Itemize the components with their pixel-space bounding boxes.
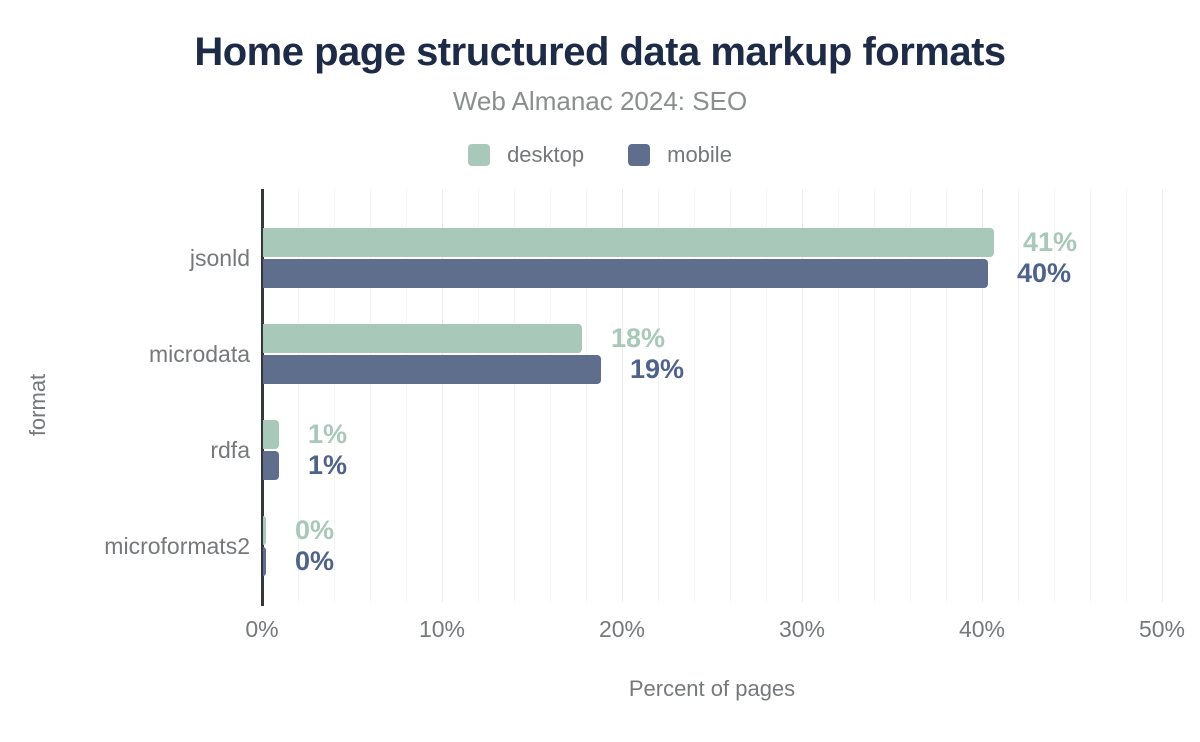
category-label-rdfa: rdfa (210, 437, 250, 463)
category-label-jsonld: jsonld (189, 245, 250, 271)
major-gridline (802, 189, 803, 602)
legend-swatch-mobile-icon (628, 144, 651, 166)
x-axis-title: Percent of pages (628, 676, 796, 701)
x-tick-label-40: 40% (958, 616, 1006, 642)
major-gridline (982, 189, 983, 602)
category-label-microformats2: microformats2 (104, 533, 250, 559)
x-tick-label-30: 30% (778, 616, 826, 642)
legend-swatch-desktop-icon (468, 144, 491, 166)
minor-gridline (1090, 189, 1091, 602)
x-tick-label-10: 10% (418, 616, 466, 642)
value-label-mobile-rdfa: 1% (308, 450, 348, 480)
x-tick-label-0: 0% (245, 616, 279, 642)
y-axis-title: format (25, 373, 50, 437)
legend-item-mobile[interactable]: mobile (628, 142, 732, 168)
minor-gridline (658, 189, 659, 602)
major-gridline (1162, 189, 1163, 602)
minor-gridline (478, 189, 479, 602)
minor-gridline (334, 189, 335, 602)
plot-area: 41% 40% 18% 19% 1% 1% 0% 0% (261, 189, 1163, 606)
chart-subtitle: Web Almanac 2024: SEO (452, 86, 748, 116)
value-label-desktop-microformats2: 0% (295, 515, 335, 545)
major-gridline (442, 189, 443, 602)
bar-mobile-microformats2[interactable] (263, 547, 266, 576)
y-axis-line (261, 189, 264, 606)
legend: desktop mobile (0, 142, 1200, 168)
minor-gridline (406, 189, 407, 602)
minor-gridline (298, 189, 299, 602)
bar-mobile-rdfa[interactable] (263, 451, 279, 480)
chart-title: Home page structured data markup formats (194, 30, 1006, 74)
minor-gridline (910, 189, 911, 602)
value-label-mobile-jsonld: 40% (1017, 258, 1072, 288)
legend-label-mobile: mobile (667, 142, 732, 167)
minor-gridline (370, 189, 371, 602)
minor-gridline (514, 189, 515, 602)
minor-gridline (1054, 189, 1055, 602)
minor-gridline (1126, 189, 1127, 602)
minor-gridline (838, 189, 839, 602)
value-label-mobile-microformats2: 0% (295, 546, 335, 576)
value-label-desktop-rdfa: 1% (308, 419, 348, 449)
value-label-mobile-microdata: 19% (630, 354, 685, 384)
minor-gridline (694, 189, 695, 602)
minor-gridline (946, 189, 947, 602)
bar-mobile-microdata[interactable] (263, 355, 601, 384)
major-gridline (622, 189, 623, 602)
bar-mobile-jsonld[interactable] (263, 259, 988, 288)
minor-gridline (730, 189, 731, 602)
category-label-microdata: microdata (149, 341, 250, 367)
bar-desktop-microdata[interactable] (263, 324, 582, 353)
value-label-desktop-microdata: 18% (611, 323, 666, 353)
legend-label-desktop: desktop (507, 142, 585, 167)
bar-desktop-microformats2[interactable] (263, 516, 266, 545)
minor-gridline (1018, 189, 1019, 602)
bar-desktop-jsonld[interactable] (263, 228, 994, 257)
x-tick-label-50: 50% (1138, 616, 1186, 642)
minor-gridline (766, 189, 767, 602)
minor-gridline (550, 189, 551, 602)
minor-gridline (874, 189, 875, 602)
minor-gridline (586, 189, 587, 602)
bar-desktop-rdfa[interactable] (263, 420, 279, 449)
legend-item-desktop[interactable]: desktop (468, 142, 584, 168)
value-label-desktop-jsonld: 41% (1023, 227, 1078, 257)
x-tick-label-20: 20% (598, 616, 646, 642)
